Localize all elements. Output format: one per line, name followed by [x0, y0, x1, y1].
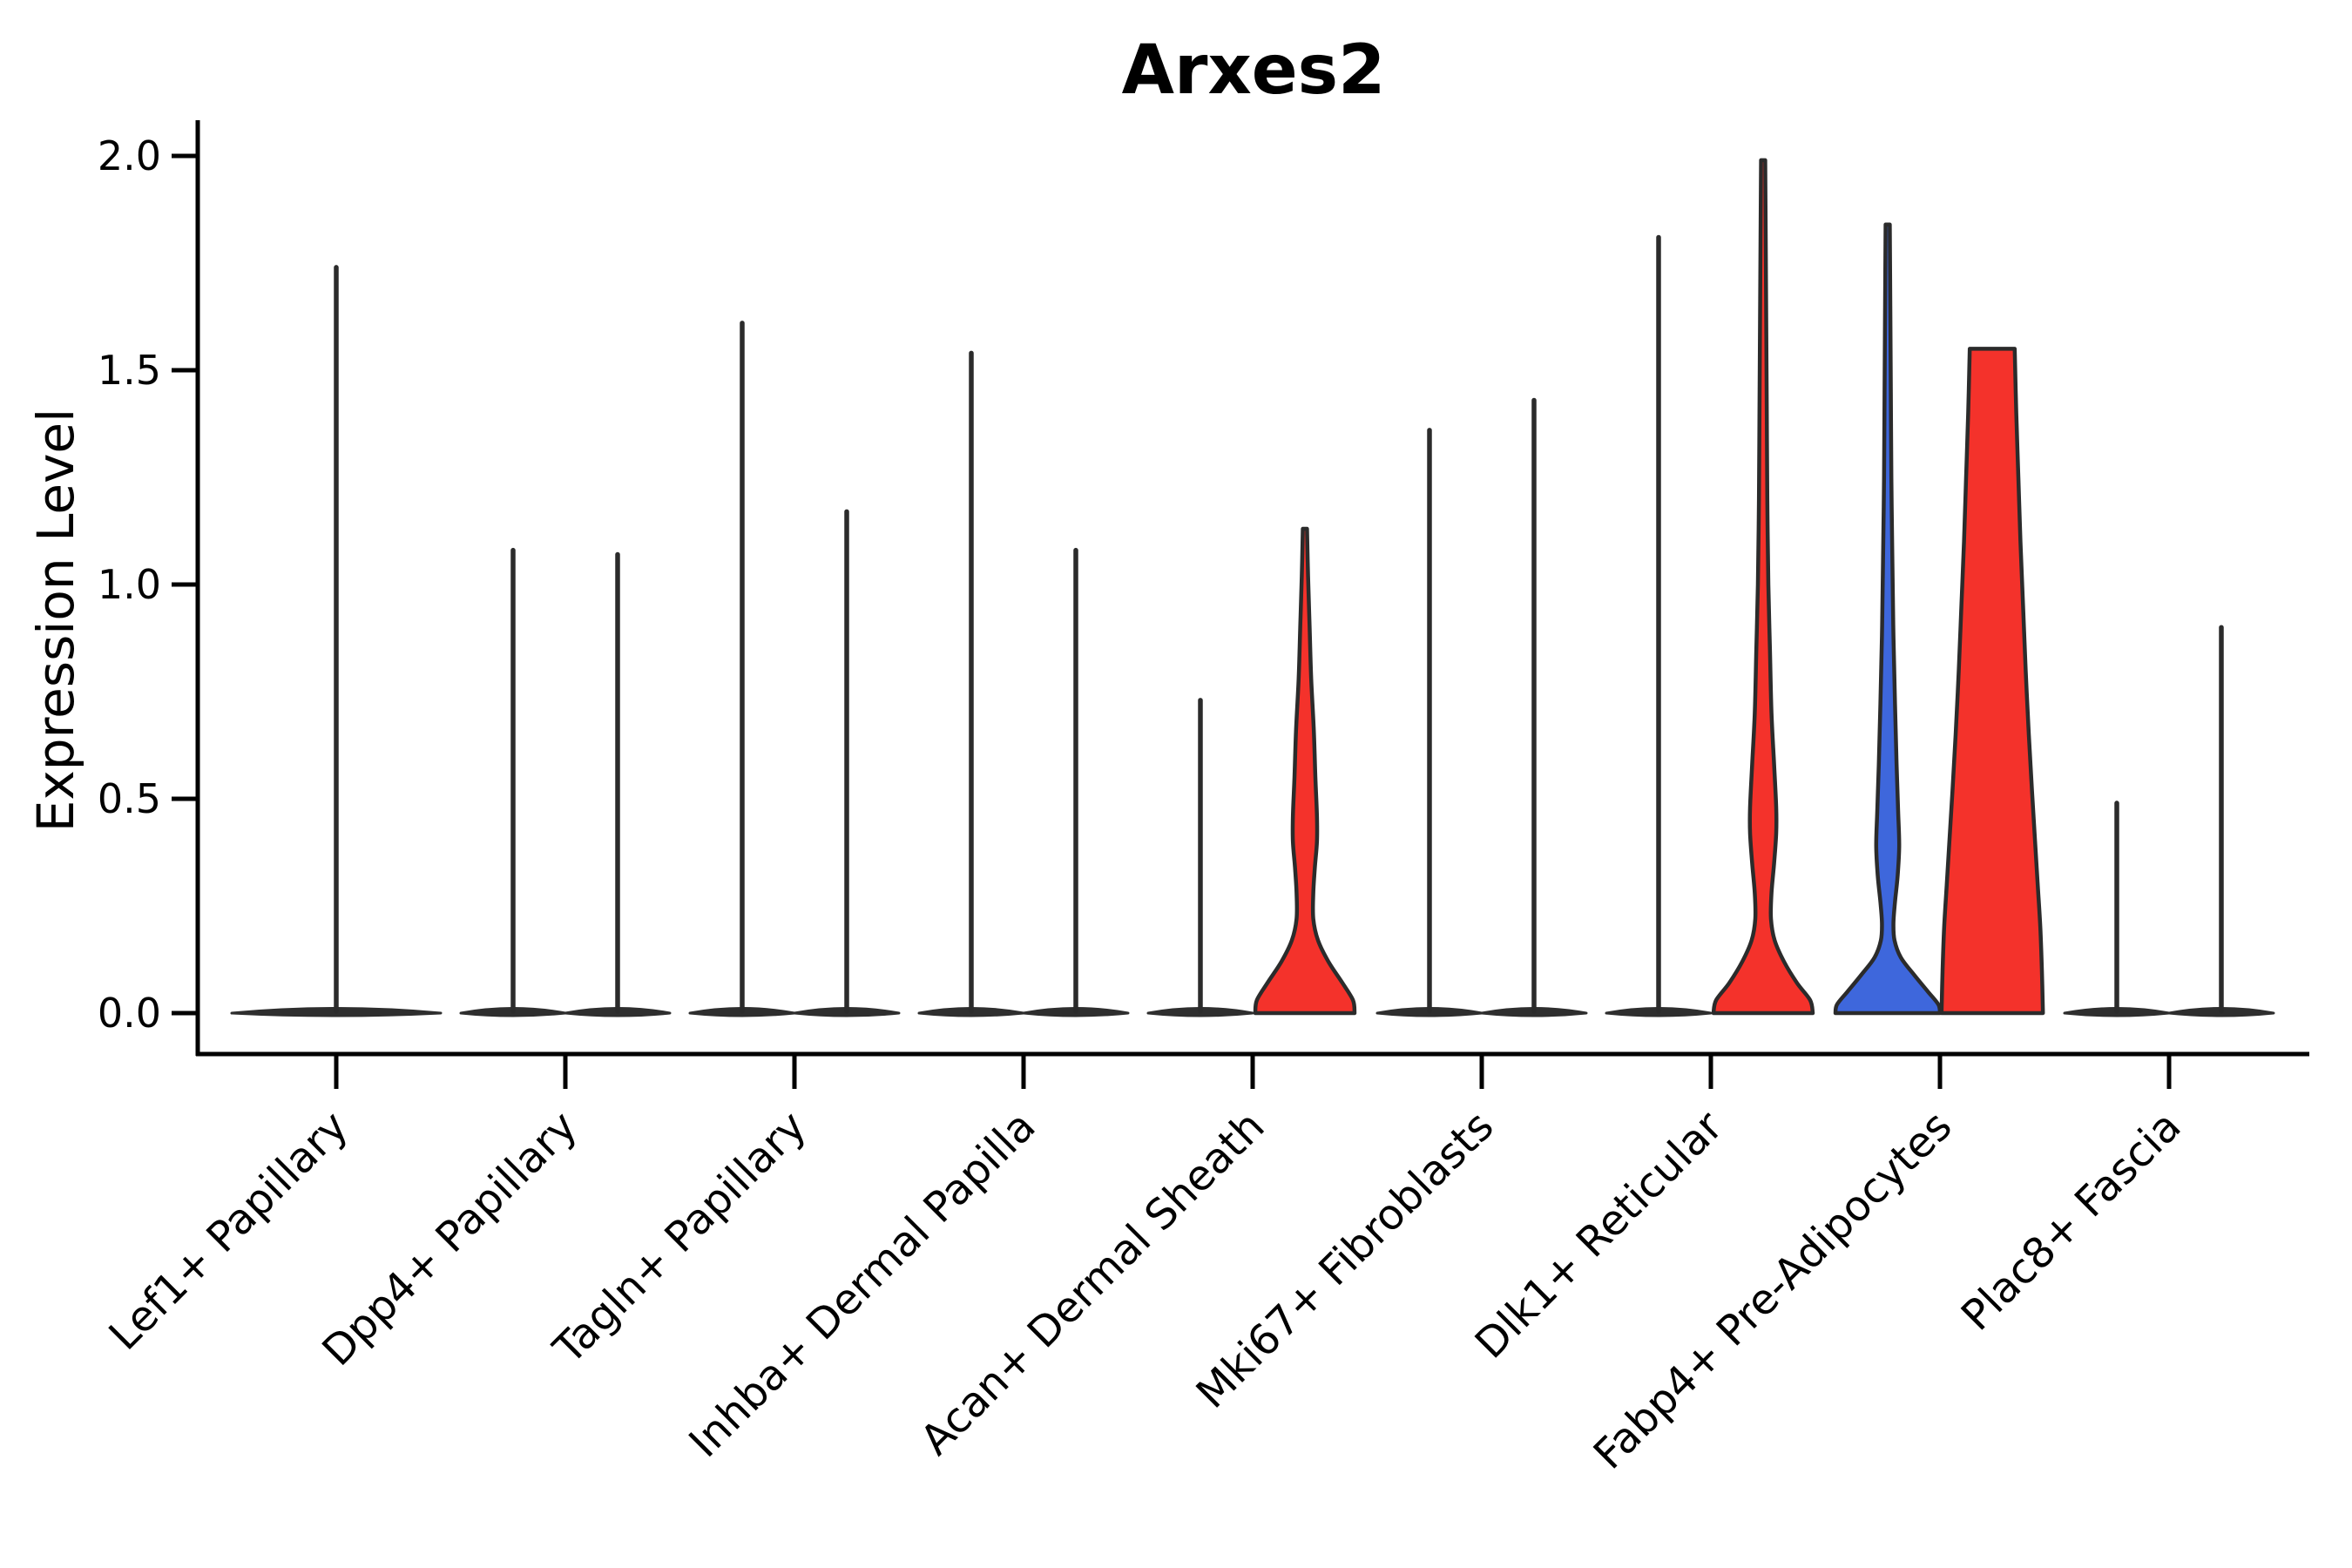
category-label: Dpp4+ Papillary: [313, 1102, 586, 1375]
chart-title: Arxes2: [1121, 31, 1386, 110]
category-label: Tagln+ Papillary: [544, 1102, 815, 1374]
y-tick-label: 1.5: [98, 347, 161, 394]
category-label: Dlk1+ Reticular: [1466, 1102, 1733, 1369]
y-tick-label: 2.0: [98, 132, 161, 179]
violin-density: [1711, 158, 1815, 1016]
category-label: Plac8+ Fascia: [1952, 1102, 2191, 1341]
y-tick-label: 0.0: [98, 990, 161, 1037]
violin-density: [1253, 526, 1357, 1016]
y-tick-label: 1.0: [98, 561, 161, 608]
violin-density: [1833, 222, 1943, 1016]
y-tick-label: 0.5: [98, 775, 161, 822]
violin-density: [1939, 347, 2045, 1016]
category-label: Lef1+ Papillary: [100, 1102, 358, 1360]
